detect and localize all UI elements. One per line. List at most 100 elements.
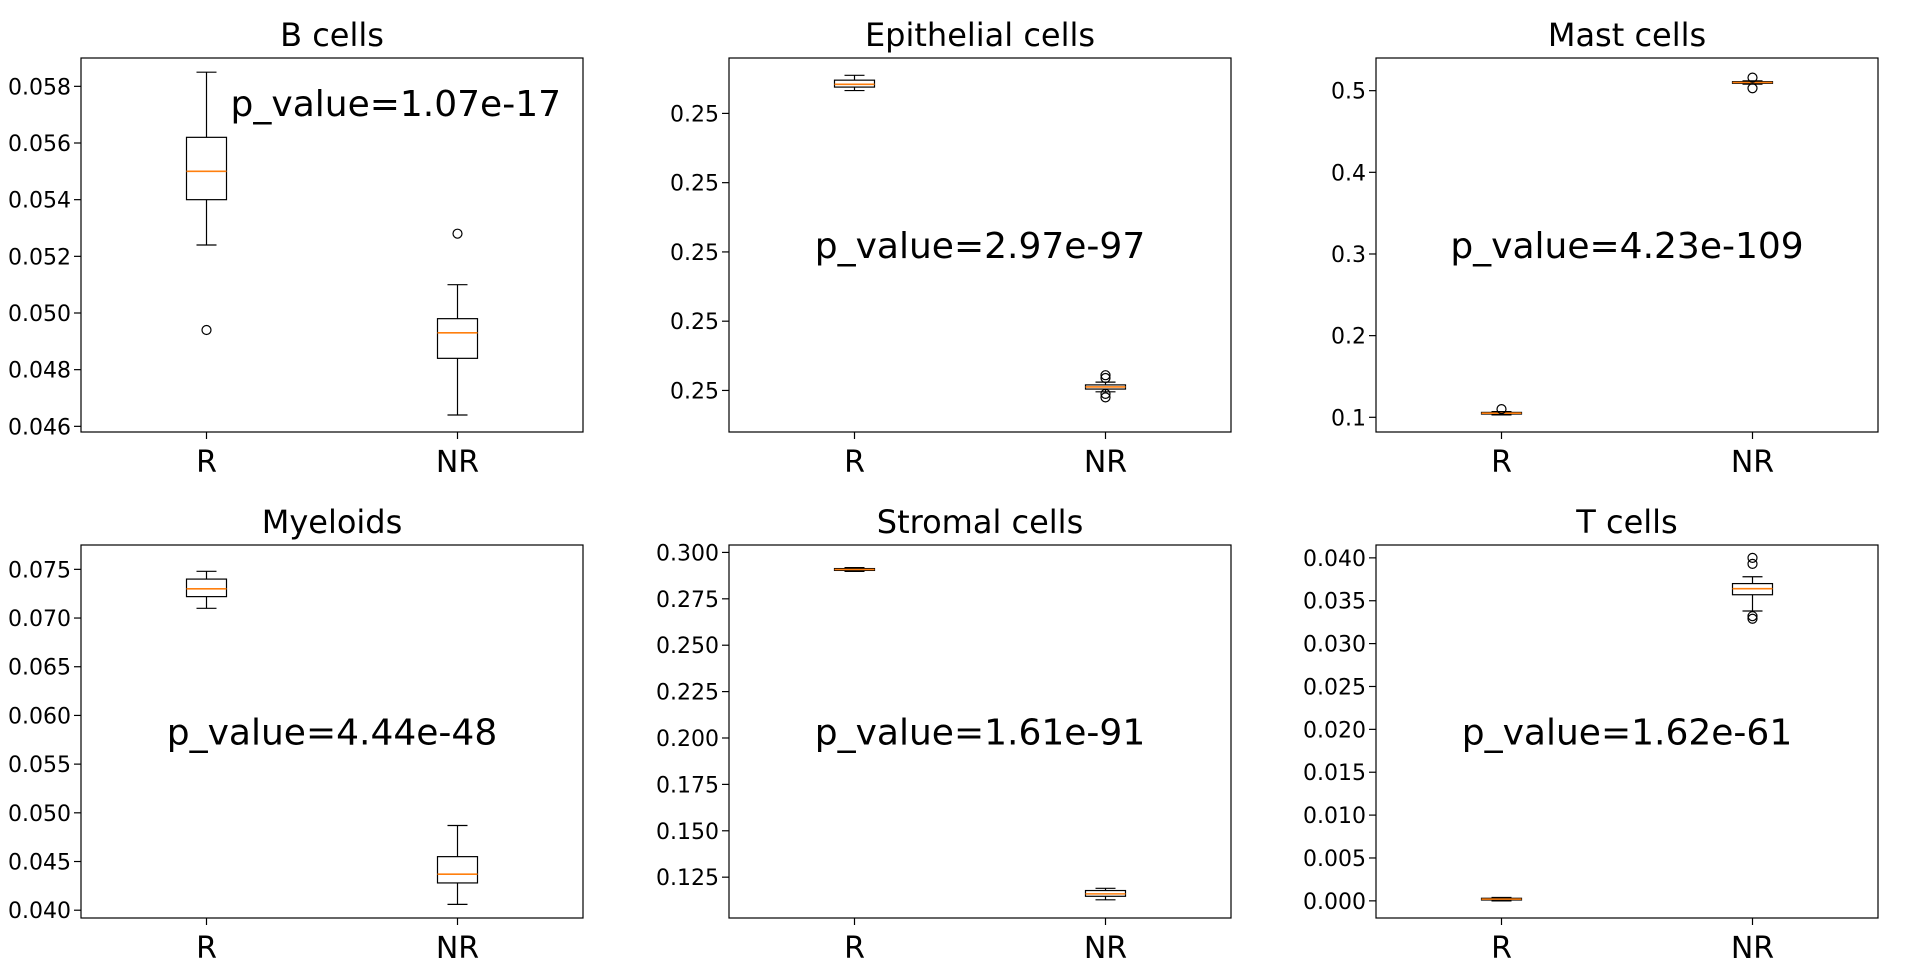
y-tick-label: 0.050 — [8, 302, 71, 327]
x-tick-label: NR — [436, 445, 479, 480]
y-tick-label: 0.000 — [1303, 890, 1366, 915]
y-tick-label: 0.200 — [656, 727, 719, 752]
y-tick-label: 0.275 — [656, 588, 719, 613]
panel-title: Myeloids — [262, 503, 403, 541]
box-nr — [1084, 370, 1127, 403]
axes-frame — [80, 57, 584, 433]
box-r — [185, 570, 228, 609]
box-nr — [1731, 72, 1774, 94]
p-value-annotation: p_value=4.23e-109 — [1450, 226, 1803, 267]
box-body — [436, 318, 479, 359]
y-tick-label: 0.075 — [8, 558, 71, 583]
y-tick-label: 0.045 — [8, 851, 71, 876]
y-tick-label: 0.052 — [8, 245, 71, 270]
outlier-point — [201, 324, 212, 336]
y-tick-label: 0.020 — [1303, 718, 1366, 743]
panel-epithelial-cells: Epithelial cells 0.25 0.25 0.25 0.25 0.25 R NR p… — [670, 16, 1232, 480]
outlier-point — [1747, 552, 1758, 563]
y-tick-label: 0.040 — [1303, 547, 1366, 572]
p-value-annotation: p_value=4.44e-48 — [167, 713, 497, 754]
panel-title: B cells — [280, 16, 384, 54]
box-body — [185, 136, 228, 201]
panel-t-cells: T cells 0.000 0.005 0.010 0.015 0.020 0.025 0.0… — [1303, 503, 1879, 960]
outlier-point — [452, 228, 463, 239]
box-r — [833, 74, 876, 92]
axes-frame — [728, 544, 1232, 919]
outlier-point — [1747, 611, 1758, 622]
y-tick-label: 0.040 — [8, 899, 71, 924]
y-tick-label: 0.2 — [1331, 325, 1366, 350]
y-tick-label: 0.070 — [8, 607, 71, 632]
y-tick-label: 0.225 — [656, 681, 719, 706]
box-nr — [436, 824, 479, 905]
p-value-annotation: p_value=1.62e-61 — [1462, 713, 1792, 754]
p-value-annotation: p_value=1.07e-17 — [231, 84, 561, 125]
y-tick-label: 0.1 — [1331, 406, 1366, 431]
box-body — [436, 856, 479, 884]
axes-frame — [1375, 57, 1879, 433]
y-tick-label: 0.4 — [1331, 161, 1366, 186]
outlier-point — [1496, 404, 1507, 415]
y-tick-label: 0.25 — [670, 379, 719, 404]
panel-title: Epithelial cells — [865, 16, 1095, 54]
x-tick-label: R — [196, 445, 217, 480]
panel-stromal-cells: Stromal cells 0.125 0.150 0.175 0.200 0.225 0.… — [656, 503, 1232, 960]
box-nr — [1731, 552, 1774, 624]
p-value-annotation: p_value=1.61e-91 — [815, 713, 1145, 754]
panel-title: Mast cells — [1548, 16, 1706, 54]
x-tick-label: R — [844, 445, 865, 480]
y-tick-label: 0.005 — [1303, 847, 1366, 872]
y-tick-label: 0.25 — [670, 241, 719, 266]
panel-title: Stromal cells — [877, 503, 1083, 541]
y-tick-label: 0.010 — [1303, 804, 1366, 829]
panel-title: T cells — [1575, 503, 1677, 541]
y-tick-label: 0.250 — [656, 634, 719, 659]
p-value-annotation: p_value=2.97e-97 — [815, 226, 1145, 267]
outlier-point — [1747, 72, 1758, 83]
x-tick-label: NR — [1731, 931, 1774, 960]
y-tick-label: 0.058 — [8, 75, 71, 100]
x-tick-label: NR — [1084, 445, 1127, 480]
outlier-point — [1747, 613, 1758, 624]
box-r — [833, 567, 876, 572]
y-tick-label: 0.125 — [656, 866, 719, 891]
x-tick-label: R — [1491, 931, 1512, 960]
box-r — [1480, 896, 1523, 902]
panel-myeloids: Myeloids 0.040 0.045 0.050 0.055 0.060 0.065 0.… — [8, 503, 584, 960]
x-tick-label: NR — [436, 931, 479, 960]
box-nr — [436, 228, 479, 416]
axes-frame — [728, 57, 1232, 433]
y-tick-label: 0.3 — [1331, 243, 1366, 268]
y-tick-label: 0.050 — [8, 802, 71, 827]
outlier-point — [1100, 392, 1111, 403]
y-tick-label: 0.25 — [670, 102, 719, 127]
y-tick-label: 0.015 — [1303, 761, 1366, 786]
y-tick-label: 0.054 — [8, 189, 71, 214]
y-tick-label: 0.056 — [8, 132, 71, 157]
y-tick-label: 0.060 — [8, 704, 71, 729]
outlier-point — [1100, 370, 1111, 381]
x-tick-label: R — [844, 931, 865, 960]
y-tick-label: 0.025 — [1303, 675, 1366, 700]
x-tick-label: R — [1491, 445, 1512, 480]
x-tick-label: NR — [1084, 931, 1127, 960]
y-tick-label: 0.048 — [8, 359, 71, 384]
panel-mast-cells: Mast cells 0.1 0.2 0.3 0.4 0.5 R NR p_value=4.23… — [1331, 16, 1879, 480]
outlier-point — [1100, 388, 1111, 400]
box-nr — [1084, 887, 1127, 901]
box-r — [185, 71, 228, 336]
box-r — [1480, 404, 1523, 416]
outlier-point — [1747, 558, 1758, 569]
panel-b-cells: B cells 0.046 0.048 0.050 0.052 0.054 0.056 0.0… — [8, 16, 584, 480]
y-tick-label: 0.055 — [8, 753, 71, 778]
y-tick-label: 0.300 — [656, 541, 719, 566]
axes-frame — [80, 544, 584, 919]
y-tick-label: 0.175 — [656, 773, 719, 798]
outlier-point — [1100, 372, 1111, 384]
y-tick-label: 0.5 — [1331, 80, 1366, 105]
y-tick-label: 0.25 — [670, 310, 719, 335]
outlier-point — [1747, 83, 1758, 94]
box-body — [185, 578, 228, 598]
x-tick-label: NR — [1731, 445, 1774, 480]
